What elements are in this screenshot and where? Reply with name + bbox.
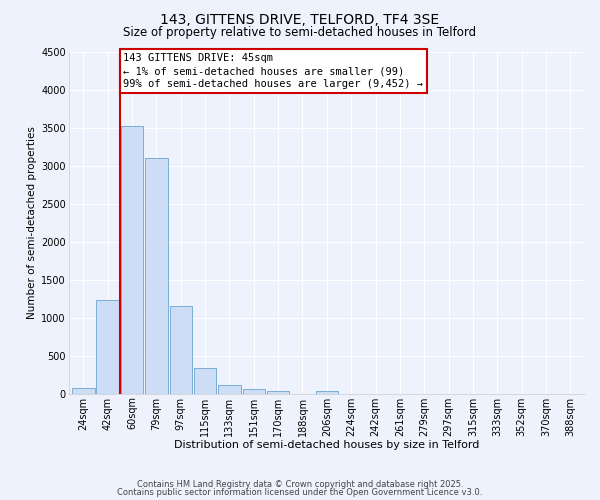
Bar: [242, 388, 265, 394]
Bar: [194, 368, 216, 394]
Text: Size of property relative to semi-detached houses in Telford: Size of property relative to semi-detach…: [124, 26, 476, 39]
Bar: [72, 388, 95, 394]
Bar: [170, 306, 192, 394]
Y-axis label: Number of semi-detached properties: Number of semi-detached properties: [27, 126, 37, 319]
Bar: [218, 384, 241, 394]
Bar: [145, 158, 167, 394]
Text: 143 GITTENS DRIVE: 45sqm
← 1% of semi-detached houses are smaller (99)
99% of se: 143 GITTENS DRIVE: 45sqm ← 1% of semi-de…: [124, 53, 424, 90]
Text: Contains public sector information licensed under the Open Government Licence v3: Contains public sector information licen…: [118, 488, 482, 497]
Bar: [97, 300, 119, 394]
Text: 143, GITTENS DRIVE, TELFORD, TF4 3SE: 143, GITTENS DRIVE, TELFORD, TF4 3SE: [160, 12, 440, 26]
Bar: [267, 390, 289, 394]
X-axis label: Distribution of semi-detached houses by size in Telford: Distribution of semi-detached houses by …: [174, 440, 479, 450]
Bar: [316, 391, 338, 394]
Bar: [121, 126, 143, 394]
Text: Contains HM Land Registry data © Crown copyright and database right 2025.: Contains HM Land Registry data © Crown c…: [137, 480, 463, 489]
